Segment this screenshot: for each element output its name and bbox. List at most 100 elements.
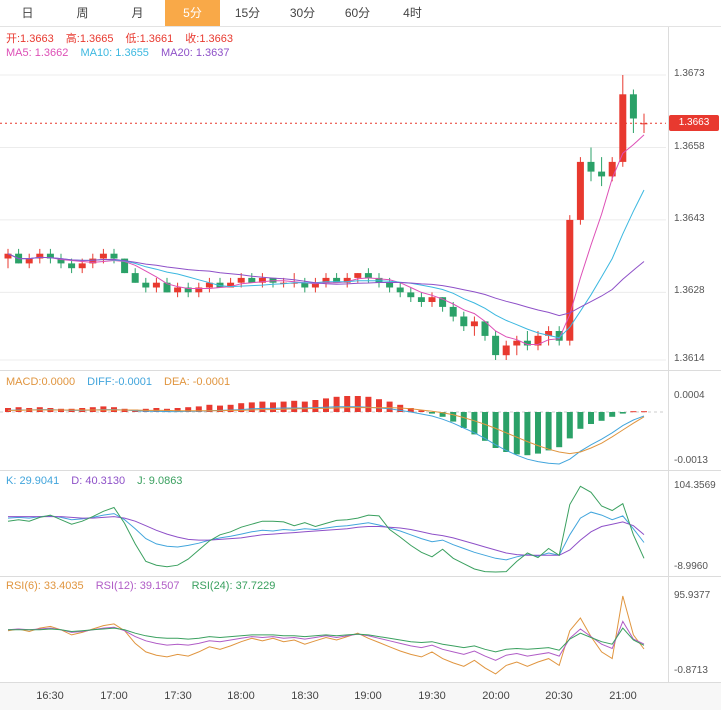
macd-bar [492, 412, 499, 448]
candle-body [428, 297, 436, 302]
time-label: 18:30 [291, 690, 319, 702]
candle-body [534, 335, 542, 346]
macd-bar [174, 408, 181, 412]
macd-bar [185, 407, 192, 412]
price-axis-label: 1.3628 [674, 285, 705, 296]
macd-bar [301, 401, 308, 412]
candle-body [598, 171, 606, 177]
candle-body [629, 94, 637, 119]
candle-body [78, 263, 86, 269]
macd-bar [450, 412, 457, 422]
macd-graphics [0, 396, 666, 465]
macd-bar [323, 398, 329, 412]
ma-readout: MA5: 1.3662 MA10: 1.3655 MA20: 1.3637 [6, 47, 239, 59]
candle-body [89, 258, 97, 264]
macd-bar [217, 405, 223, 412]
candles [4, 75, 648, 360]
candle-body [184, 287, 192, 293]
candle-body [566, 219, 574, 341]
rsi24-value: RSI(24): 37.7229 [191, 580, 276, 592]
time-label: 19:30 [418, 690, 446, 702]
tab-month[interactable]: 月 [131, 6, 144, 20]
tab-day[interactable]: 日 [21, 6, 34, 20]
time-label: 18:00 [227, 690, 255, 702]
main-gridlines [0, 74, 666, 361]
current-price-badge: 1.3663 [669, 115, 719, 131]
macd-bar [344, 396, 351, 412]
macd-bar [248, 402, 255, 412]
macd-bar [365, 396, 372, 412]
candle-body [110, 253, 118, 259]
macd-bar [482, 412, 488, 441]
macd-bar [513, 412, 520, 455]
price-axis-label: 1.3658 [674, 141, 705, 152]
kdj-axis-label: -8.9960 [674, 561, 708, 572]
macd-bar [641, 411, 647, 413]
macd-bar [503, 412, 510, 452]
candle-body [492, 335, 500, 356]
tab-30min[interactable]: 30分 [289, 6, 316, 20]
candle-body [481, 321, 489, 336]
tab-15min[interactable]: 15分 [234, 6, 261, 20]
macd-bar [195, 406, 202, 412]
macd-bar [312, 400, 319, 412]
candle-body [4, 253, 12, 259]
price-axis-label: 1.3614 [674, 353, 705, 364]
macd-bar [429, 412, 435, 414]
candle-body [513, 340, 521, 346]
tab-5min[interactable]: 5分 [165, 0, 220, 26]
candle-body [205, 282, 213, 288]
candle-body [311, 282, 319, 288]
time-label: 21:00 [609, 690, 637, 702]
kdj-readout: K: 29.9041 D: 40.3130 J: 9.0863 [6, 475, 191, 487]
candle-body [460, 316, 468, 327]
candle-body [354, 273, 362, 278]
macd-bar [577, 412, 584, 429]
macd-bar [418, 410, 425, 412]
rsi-axis-label: -0.8713 [674, 665, 708, 676]
tab-week[interactable]: 周 [76, 6, 89, 20]
macd-bar [333, 396, 340, 412]
panel-frame [0, 26, 721, 682]
macd-axis-label: -0.0013 [674, 455, 708, 466]
candle-body [142, 282, 150, 288]
ma10-value: MA10: 1.3655 [80, 47, 149, 59]
macd-bar [619, 412, 626, 414]
ma20-value: MA20: 1.3637 [161, 47, 230, 59]
candle-body [68, 263, 76, 269]
j-value: J: 9.0863 [137, 475, 183, 487]
kdj-graphics [7, 485, 645, 573]
candle-body [619, 94, 627, 162]
candle-body [258, 277, 266, 283]
ma-lines [7, 134, 645, 345]
candle-body [407, 292, 415, 298]
candle-body [248, 277, 256, 283]
open-value: 开:1.3663 [6, 33, 54, 45]
kdj-axis-label: 104.3569 [674, 480, 716, 491]
diff-value: DIFF:-0.0001 [87, 376, 152, 388]
candle-body [587, 161, 595, 172]
period-tabbar: 日 周 月 5分 15分 30分 60分 4时 [0, 0, 721, 27]
candle-body [99, 253, 107, 259]
candle-body [449, 306, 457, 317]
time-label: 19:00 [354, 690, 382, 702]
tab-4hour[interactable]: 4时 [403, 6, 422, 20]
candle-body [174, 287, 182, 293]
macd-bar [206, 404, 213, 412]
candle-body [301, 282, 309, 288]
macd-bar [471, 412, 478, 435]
macd-bar [566, 412, 573, 439]
macd-bar [280, 401, 287, 412]
tab-60min[interactable]: 60分 [344, 6, 371, 20]
macd-bar [238, 403, 245, 412]
macd-bar [460, 412, 467, 428]
macd-bar [588, 412, 594, 424]
macd-bar [259, 401, 266, 412]
macd-value: MACD:0.0000 [6, 376, 76, 388]
candle-body [237, 277, 245, 283]
candle-body [364, 273, 372, 278]
candle-body [36, 253, 44, 259]
time-axis: 16:30 17:00 17:30 18:00 18:30 19:00 19:3… [0, 682, 721, 710]
